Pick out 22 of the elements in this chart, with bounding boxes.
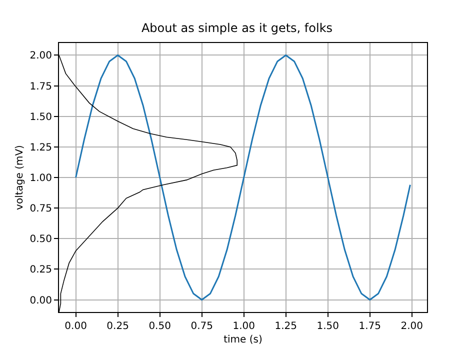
- x-tick-label: 0.50: [148, 321, 171, 332]
- x-tick-label: 0.25: [106, 321, 129, 332]
- x-axis-title: time (s): [224, 334, 262, 346]
- y-tick-label: 0.50: [30, 234, 52, 246]
- x-tick-label: 0.00: [64, 321, 87, 332]
- y-axis-title: voltage (mV): [14, 144, 26, 210]
- y-tick-label: 2.00: [30, 50, 52, 62]
- y-tick-label: 1.75: [30, 81, 52, 92]
- x-tick-label: 1.50: [316, 321, 339, 332]
- chart-title: About as simple as it gets, folks: [141, 21, 333, 35]
- y-tick-label: 0.00: [30, 295, 52, 306]
- y-tick-label: 0.75: [30, 204, 52, 215]
- y-tick-label: 1.50: [30, 112, 52, 123]
- x-tick-label: 1.00: [232, 321, 255, 332]
- line-series: [75, 54, 411, 301]
- x-tick-label: 2.00: [400, 321, 424, 332]
- y-tick-label: 1.25: [30, 142, 52, 154]
- x-tick-label: 1.25: [274, 321, 297, 332]
- y-tick-label: 1.00: [30, 173, 52, 184]
- x-tick-label: 1.75: [358, 321, 382, 332]
- x-tick-label: 0.75: [190, 321, 213, 332]
- y-tick-label: 0.25: [30, 264, 52, 276]
